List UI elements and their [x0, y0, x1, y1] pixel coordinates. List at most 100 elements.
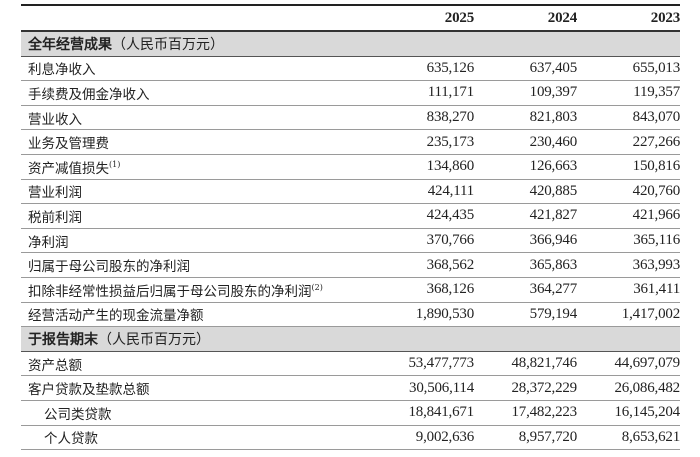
table-row: 资产减值损失(1) 134,860 126,663 150,816: [21, 155, 680, 180]
value-cell-2024: 230,460: [529, 133, 578, 150]
value-cell-2023: 843,070: [632, 109, 681, 126]
value-cell-2023: 26,086,482: [614, 379, 680, 396]
table-row: 利息净收入 635,126 637,405 655,013: [21, 57, 680, 82]
row-label-cell: 经营活动产生的现金流量净额: [21, 304, 371, 324]
value-cell-2024: 365,863: [529, 256, 578, 273]
row-label: 归属于母公司股东的净利润: [28, 259, 190, 276]
value-cell-2025: 9,002,636: [415, 428, 474, 445]
section-title: 于报告期末: [28, 331, 98, 348]
row-label: 经营活动产生的现金流量净额: [28, 308, 204, 325]
value-cell-2024: 366,946: [529, 232, 578, 249]
value-cell-2023: 655,013: [632, 59, 681, 76]
row-label: 营业利润: [28, 185, 82, 202]
section-title-cell: 于报告期末（人民币百万元）: [21, 329, 680, 349]
value-cell-2024: 28,372,229: [511, 379, 577, 396]
table-row: 公司类贷款 18,841,671 17,482,223 16,145,204: [21, 401, 680, 426]
value-cell-2023: 44,697,079: [614, 355, 680, 372]
value-cell-2025: 424,111: [427, 182, 474, 199]
table-row: 税前利润 424,435 421,827 421,966: [21, 204, 680, 229]
value-cell-2025: 424,435: [426, 207, 475, 224]
section-title-cell: 全年经营成果（人民币百万元）: [21, 34, 680, 54]
value-cell-2025: 838,270: [426, 109, 475, 126]
row-label-cell: 手续费及佣金净收入: [21, 83, 371, 103]
section-unit: （人民币百万元）: [98, 331, 210, 348]
table-row: 业务及管理费 235,173 230,460 227,266: [21, 130, 680, 155]
value-cell-2024: 109,397: [529, 84, 578, 101]
row-label-cell: 营业收入: [21, 108, 371, 128]
value-cell-2025: 53,477,773: [408, 355, 474, 372]
value-cell-2023: 420,760: [632, 182, 681, 199]
value-cell-2024: 364,277: [529, 281, 578, 298]
row-label-cell: 客户贷款及垫款总额: [21, 378, 371, 398]
row-label: 个人贷款: [44, 431, 98, 448]
row-label: 业务及管理费: [28, 136, 109, 153]
section-header: 于报告期末（人民币百万元）: [21, 327, 680, 352]
footnote-marker: (2): [311, 282, 323, 292]
row-label: 扣除非经常性损益后归属于母公司股东的净利润: [28, 283, 312, 300]
row-label: 资产总额: [28, 357, 82, 374]
row-label: 营业收入: [28, 111, 82, 128]
value-cell-2025: 134,860: [426, 158, 475, 175]
value-cell-2024: 637,405: [529, 59, 578, 76]
value-cell-2024: 821,803: [529, 109, 578, 126]
row-label: 净利润: [28, 234, 69, 251]
value-cell-2023: 421,966: [632, 207, 681, 224]
value-cell-2025: 111,171: [427, 84, 474, 101]
value-cell-2025: 18,841,671: [408, 404, 474, 421]
row-label: 客户贷款及垫款总额: [28, 382, 150, 399]
value-cell-2025: 235,173: [426, 133, 475, 150]
value-cell-2023: 119,357: [633, 84, 680, 101]
value-cell-2023: 150,816: [632, 158, 681, 175]
value-cell-2025: 370,766: [426, 232, 475, 249]
value-cell-2023: 361,411: [633, 281, 680, 298]
value-cell-2025: 635,126: [426, 59, 475, 76]
value-cell-2024: 17,482,223: [511, 404, 577, 421]
table-row: 归属于母公司股东的净利润 368,562 365,863 363,993: [21, 253, 680, 278]
section-title: 全年经营成果: [28, 36, 112, 53]
table-row: 扣除非经常性损益后归属于母公司股东的净利润(2) 368,126 364,277 36…: [21, 278, 680, 303]
row-label: 税前利润: [28, 209, 82, 226]
row-label-cell: 税前利润: [21, 206, 371, 226]
row-label-cell: 归属于母公司股东的净利润: [21, 255, 371, 275]
year-header-2025: 2025: [444, 9, 474, 26]
row-label: 利息净收入: [28, 62, 96, 79]
section-unit: （人民币百万元）: [112, 36, 224, 53]
row-label-cell: 营业利润: [21, 181, 371, 201]
row-label-cell: 公司类贷款: [21, 403, 371, 423]
row-label: 手续费及佣金净收入: [28, 86, 150, 103]
row-label-cell: 净利润: [21, 231, 371, 251]
row-label: 资产减值损失: [28, 160, 109, 177]
value-cell-2024: 420,885: [529, 182, 578, 199]
table-row: 客户贷款及垫款总额 30,506,114 28,372,229 26,086,482: [21, 376, 680, 401]
value-cell-2025: 30,506,114: [409, 379, 474, 396]
value-cell-2025: 1,890,530: [415, 305, 474, 322]
header-row: 2025 2024 2023: [21, 6, 680, 32]
financial-summary-table: 2025 2024 2023 全年经营成果（人民币百万元） 利息净收入 635,12…: [21, 4, 680, 451]
value-cell-2024: 421,827: [529, 207, 578, 224]
year-header-2024: 2024: [547, 9, 577, 26]
value-cell-2025: 368,562: [426, 256, 475, 273]
value-cell-2023: 16,145,204: [614, 404, 680, 421]
value-cell-2023: 365,116: [633, 232, 680, 249]
value-cell-2025: 368,126: [426, 281, 475, 298]
row-label-cell: 个人贷款: [21, 427, 371, 447]
value-cell-2024: 126,663: [529, 158, 578, 175]
year-header-2023: 2023: [650, 9, 680, 26]
row-label: 公司类贷款: [44, 406, 112, 423]
table-row: 个人贷款 9,002,636 8,957,720 8,653,621: [21, 426, 680, 451]
table-row: 营业利润 424,111 420,885 420,760: [21, 180, 680, 205]
value-cell-2023: 363,993: [632, 256, 681, 273]
value-cell-2023: 8,653,621: [621, 428, 680, 445]
table-row: 营业收入 838,270 821,803 843,070: [21, 106, 680, 131]
row-label-cell: 资产总额: [21, 354, 371, 374]
table-row: 经营活动产生的现金流量净额 1,890,530 579,194 1,417,002: [21, 303, 680, 328]
value-cell-2024: 8,957,720: [518, 428, 577, 445]
value-cell-2023: 227,266: [632, 133, 681, 150]
table-row: 净利润 370,766 366,946 365,116: [21, 229, 680, 254]
row-label-cell: 业务及管理费: [21, 132, 371, 152]
value-cell-2024: 579,194: [529, 305, 578, 322]
section-header: 全年经营成果（人民币百万元）: [21, 32, 680, 57]
footnote-marker: (1): [109, 159, 121, 169]
value-cell-2023: 1,417,002: [621, 305, 680, 322]
row-label-cell: 扣除非经常性损益后归属于母公司股东的净利润(2): [21, 280, 371, 300]
